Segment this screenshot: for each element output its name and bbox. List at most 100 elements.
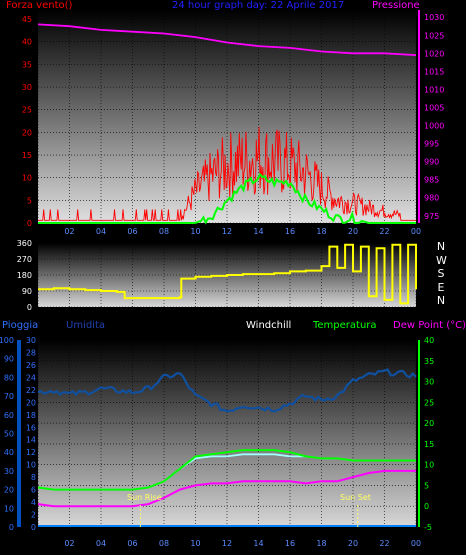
direction-tick-label: 270	[17, 255, 32, 264]
pressure-tick-label: 1010	[424, 85, 444, 94]
direction-tick-label: 0	[27, 303, 32, 312]
p2-x-tick-label: 08	[159, 310, 169, 319]
rain-tick-label: 14	[26, 436, 36, 445]
pressure-tick-label: 1030	[424, 13, 444, 22]
p3-x-tick-label: 12	[222, 539, 232, 548]
humidity-legend: Umidita	[66, 320, 106, 331]
windchill-legend: Windchill	[246, 320, 292, 331]
wind-tick-label: 20	[22, 128, 32, 137]
gust-series	[38, 126, 416, 221]
p1-x-tick-label: 20	[348, 227, 358, 236]
compass-s: S	[437, 267, 445, 280]
p1-x-tick-label: 06	[127, 227, 137, 236]
rain-tick-label: 8	[31, 473, 36, 482]
humidity-tick-label: 30	[4, 467, 14, 476]
wind-tick-label: 25	[22, 106, 32, 115]
pressure-tick-label: 1025	[424, 31, 444, 40]
dewpoint-series	[37, 469, 416, 508]
rain-tick-label: 10	[26, 461, 36, 470]
rain-tick-label: 18	[26, 411, 36, 420]
humidity-tick-label: 20	[4, 486, 14, 495]
sunrise-annotation: Sun Rise	[127, 493, 162, 502]
rain-tick-label: 16	[26, 423, 36, 432]
humidity-tick-label: 80	[4, 373, 14, 382]
temperature-series	[37, 449, 416, 491]
humidity-tick-label: 90	[4, 355, 14, 364]
p2-x-tick-label: 04	[96, 310, 106, 319]
p2-x-tick-label: 14	[253, 310, 263, 319]
p3-x-tick-label: 10	[190, 539, 200, 548]
p3-x-tick-label: 20	[348, 539, 358, 548]
p2-x-tick-label: 22	[379, 310, 389, 319]
p3-x-tick-label: 18	[316, 539, 326, 548]
wind-tick-label: 30	[22, 83, 32, 92]
temperature-tick-label: -5	[424, 523, 432, 532]
humidity-tick-label: 50	[4, 430, 14, 439]
pressure-axis-title: Pressione	[372, 0, 420, 11]
compass-n-bottom: N	[436, 294, 446, 307]
pressure-tick-label: 990	[424, 158, 439, 167]
temperature-tick-label: 25	[424, 398, 434, 407]
wind-avg-series	[38, 172, 416, 225]
pressure-tick-label: 985	[424, 176, 439, 185]
p2-x-tick-label: 12	[222, 310, 232, 319]
rain-tick-label: 0	[31, 523, 36, 532]
p3-x-tick-label: 00	[411, 539, 421, 548]
p2-x-tick-label: 20	[348, 310, 358, 319]
pressure-tick-label: 1015	[424, 67, 444, 76]
wind-tick-label: 15	[22, 151, 32, 160]
direction-tick-label: 180	[17, 271, 32, 280]
compass-n-top: N	[436, 240, 446, 253]
humidity-tick-label: 100	[0, 336, 14, 345]
p3-x-tick-label: 22	[379, 539, 389, 548]
p3-x-tick-label: 16	[285, 539, 295, 548]
p3-x-tick-label: 06	[127, 539, 137, 548]
wind-axis-title: Forza vento()	[6, 0, 73, 11]
p1-x-tick-label: 18	[316, 227, 326, 236]
temperature-tick-label: 10	[424, 461, 434, 470]
humidity-series	[37, 368, 417, 413]
rain-tick-label: 12	[26, 448, 36, 457]
dewpoint-legend: Dew Point (°C)	[393, 320, 466, 331]
pressure-tick-label: 995	[424, 140, 439, 149]
p3-x-tick-label: 04	[96, 539, 106, 548]
pressure-tick-label: 1020	[424, 49, 444, 58]
rain-tick-label: 4	[31, 498, 36, 507]
p2-x-tick-label: 10	[190, 310, 200, 319]
humidity-tick-label: 70	[4, 392, 14, 401]
p3-x-tick-label: 02	[64, 539, 74, 548]
temperature-tick-label: 5	[424, 481, 429, 490]
p1-x-tick-label: 02	[64, 227, 74, 236]
temperature-tick-label: 20	[424, 419, 434, 428]
pressure-tick-label: 1000	[424, 122, 444, 131]
rain-tick-label: 24	[26, 373, 36, 382]
p1-x-tick-label: 12	[222, 227, 232, 236]
pressure-tick-label: 975	[424, 212, 439, 221]
pressure-series	[37, 23, 417, 56]
direction-tick-label: 360	[17, 239, 32, 248]
wind-tick-label: 0	[27, 219, 32, 228]
rain-legend: Pioggia	[2, 320, 39, 331]
sunset-annotation: Sun Set	[340, 493, 371, 502]
humidity-tick-label: 40	[4, 448, 14, 457]
humidity-tick-label: 0	[9, 523, 14, 532]
rain-tick-label: 28	[26, 348, 36, 357]
rain-tick-label: 6	[31, 486, 36, 495]
temperature-tick-label: 35	[424, 357, 434, 366]
p2-x-tick-label: 16	[285, 310, 295, 319]
rain-tick-label: 26	[26, 361, 36, 370]
p1-x-tick-label: 00	[411, 227, 421, 236]
p2-x-tick-label: 06	[127, 310, 137, 319]
compass-w: W	[436, 253, 447, 267]
rain-tick-label: 30	[26, 336, 36, 345]
p1-x-tick-label: 04	[96, 227, 106, 236]
direction-tick-label: 90	[22, 287, 32, 296]
rain-tick-label: 2	[31, 511, 36, 520]
p1-x-tick-label: 14	[253, 227, 263, 236]
p1-x-tick-label: 10	[190, 227, 200, 236]
temperature-legend: Temperatura	[313, 320, 377, 331]
wind-tick-label: 5	[27, 196, 32, 205]
p1-x-tick-label: 22	[379, 227, 389, 236]
temperature-tick-label: 30	[424, 378, 434, 387]
